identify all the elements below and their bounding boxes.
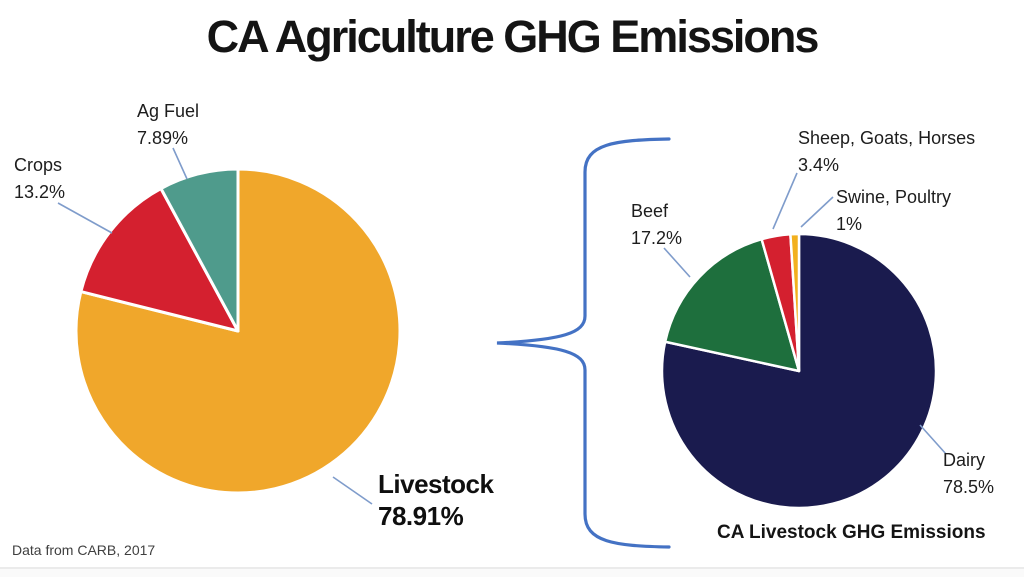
callout-swine-poultry-label: Swine, Poultry xyxy=(836,187,952,207)
callout-livestock: Livestock 78.91% xyxy=(378,468,494,532)
callout-ag-fuel: Ag Fuel 7.89% xyxy=(137,98,199,152)
callout-sheep-goats-horses-value: 3.4% xyxy=(798,155,840,175)
callout-crops-label: Crops xyxy=(14,155,63,175)
callout-livestock-value: 78.91% xyxy=(378,501,464,531)
callout-sheep-goats-horses: Sheep, Goats, Horses 3.4% xyxy=(798,125,975,179)
callout-livestock-label: Livestock xyxy=(378,469,494,499)
pie-slice-dairy xyxy=(660,232,938,510)
leader-line-swine xyxy=(800,196,834,228)
right-chart-title: CA Livestock GHG Emissions xyxy=(717,522,986,543)
source-note: Data from CARB, 2017 xyxy=(12,542,156,558)
bottom-strip xyxy=(0,569,1024,577)
page-title: CA Agriculture GHG Emissions xyxy=(206,11,820,62)
callout-crops: Crops 13.2% xyxy=(14,152,65,206)
bottom-divider xyxy=(0,567,1024,569)
callout-dairy-value: 78.5% xyxy=(943,477,995,497)
pie-chart-livestock xyxy=(660,232,938,510)
pie-slice-ag-fuel xyxy=(159,167,240,333)
callout-ag-fuel-label: Ag Fuel xyxy=(137,101,200,121)
leader-line-sheep xyxy=(772,172,798,230)
callout-swine-poultry: Swine, Poultry 1% xyxy=(836,184,951,238)
callout-beef-label: Beef xyxy=(631,201,669,221)
callout-dairy: Dairy 78.5% xyxy=(943,447,994,501)
callout-crops-value: 13.2% xyxy=(14,182,66,202)
pie-slice-swine-poultry xyxy=(789,232,801,373)
callout-swine-poultry-value: 1% xyxy=(836,214,863,234)
callout-beef: Beef 17.2% xyxy=(631,198,682,252)
callout-ag-fuel-value: 7.89% xyxy=(137,128,189,148)
callout-beef-value: 17.2% xyxy=(631,228,683,248)
callout-sheep-goats-horses-label: Sheep, Goats, Horses xyxy=(798,128,976,148)
callout-dairy-label: Dairy xyxy=(943,450,986,470)
pie-chart-agriculture xyxy=(74,167,402,495)
